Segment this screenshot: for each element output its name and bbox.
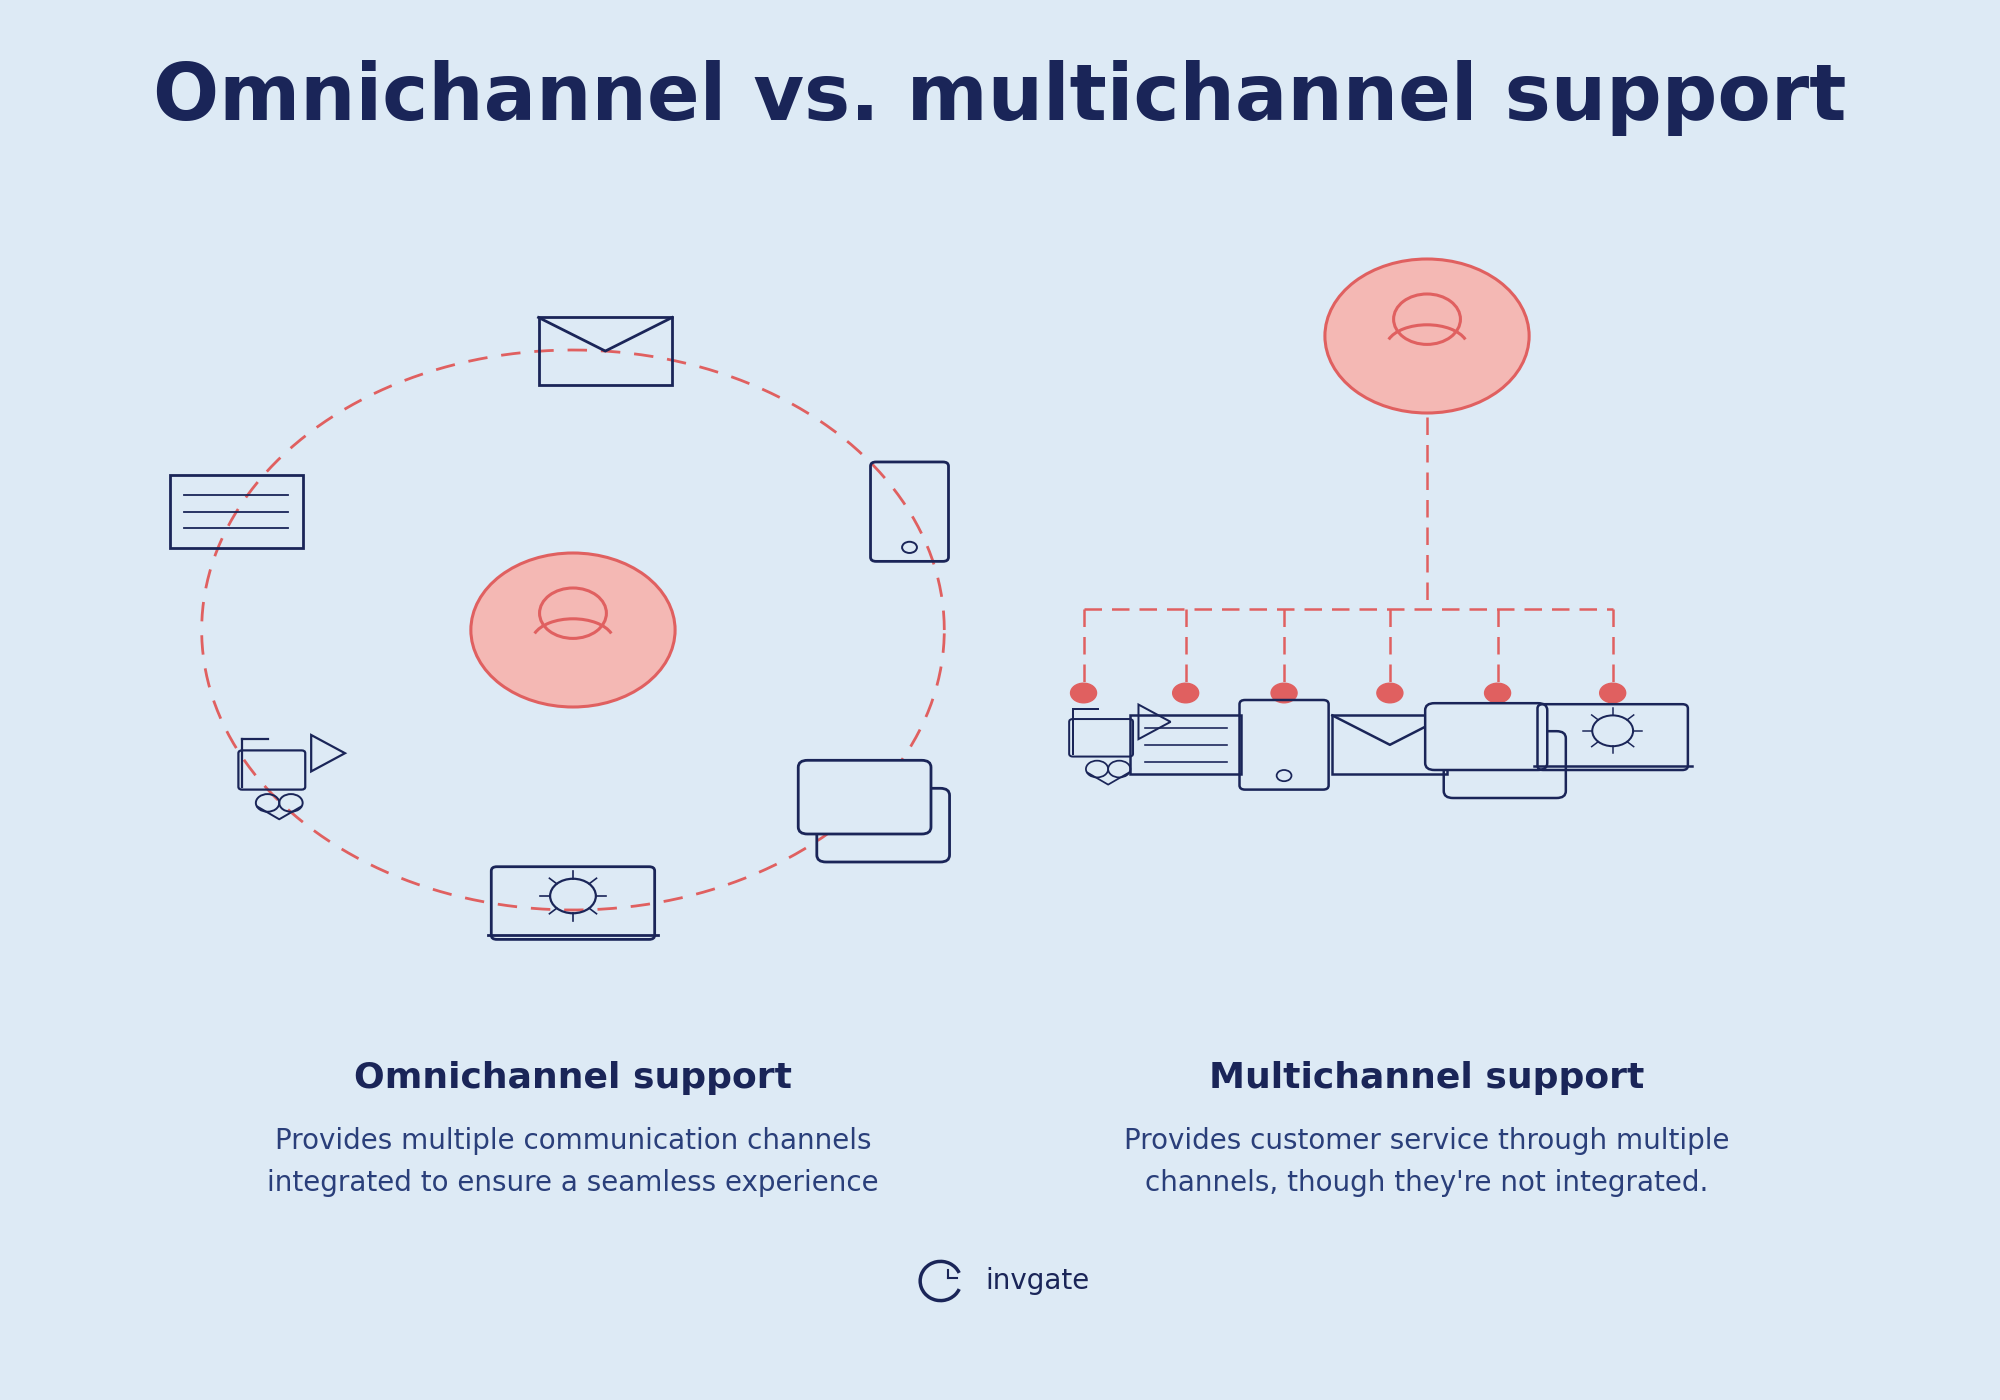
- Text: Provides multiple communication channels
integrated to ensure a seamless experie: Provides multiple communication channels…: [268, 1127, 878, 1197]
- Circle shape: [470, 553, 676, 707]
- Circle shape: [1324, 259, 1530, 413]
- Circle shape: [1070, 683, 1096, 703]
- Circle shape: [1484, 683, 1510, 703]
- Text: Multichannel support: Multichannel support: [1210, 1061, 1644, 1095]
- FancyBboxPatch shape: [1426, 703, 1548, 770]
- Text: Omnichannel vs. multichannel support: Omnichannel vs. multichannel support: [154, 60, 1846, 136]
- Text: Provides customer service through multiple
channels, though they're not integrat: Provides customer service through multip…: [1124, 1127, 1730, 1197]
- Text: Omnichannel support: Omnichannel support: [354, 1061, 792, 1095]
- Circle shape: [1600, 683, 1626, 703]
- FancyBboxPatch shape: [798, 760, 930, 834]
- Text: invgate: invgate: [986, 1267, 1090, 1295]
- Circle shape: [1272, 683, 1298, 703]
- Circle shape: [1172, 683, 1198, 703]
- Circle shape: [1376, 683, 1402, 703]
